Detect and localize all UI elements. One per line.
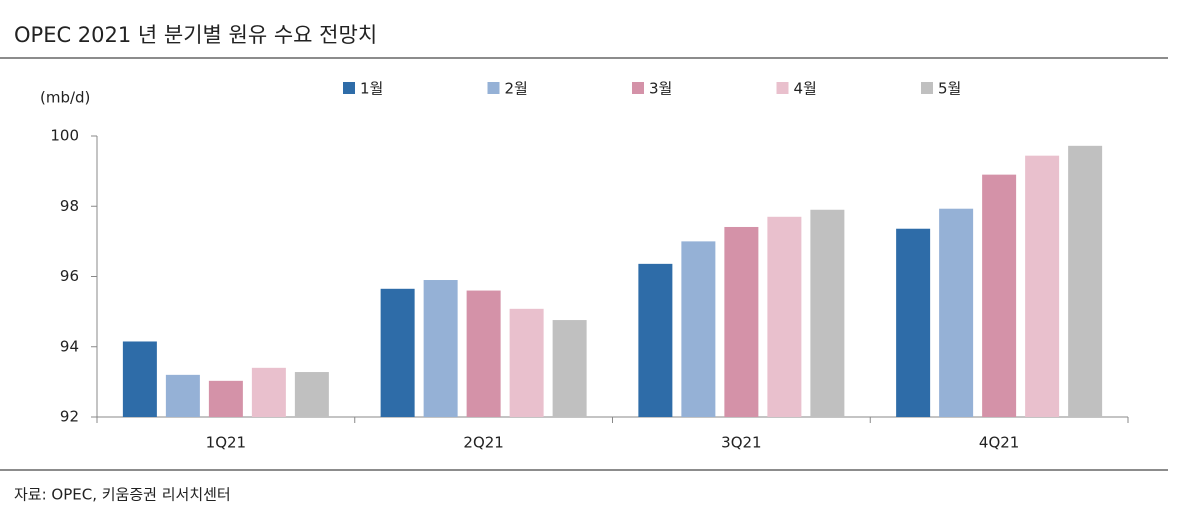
bar [251, 367, 286, 417]
bar [423, 280, 458, 417]
bar [509, 308, 544, 417]
x-tick-label: 2Q21 [463, 434, 503, 452]
y-tick-label: 100 [50, 127, 79, 145]
bar [122, 341, 157, 417]
bar [681, 241, 716, 417]
bar [380, 288, 415, 417]
legend-label: 3월 [649, 80, 672, 98]
legend-swatch [776, 82, 789, 94]
y-tick-label: 98 [60, 197, 79, 215]
bar [810, 209, 845, 417]
bar [638, 263, 673, 417]
legend-swatch [343, 82, 355, 94]
legend-label: 4월 [794, 80, 817, 98]
x-tick-label: 4Q21 [979, 434, 1019, 452]
legend-swatch [487, 82, 500, 94]
bar [165, 374, 200, 417]
y-tick-label: 92 [60, 408, 79, 426]
y-tick-label: 94 [60, 337, 79, 355]
legend-label: 5월 [938, 80, 961, 98]
legend-label: 2월 [505, 80, 528, 98]
bar [767, 216, 802, 417]
bar [294, 372, 329, 417]
y-tick-label: 96 [60, 267, 79, 285]
bar [1025, 155, 1060, 418]
x-tick-label: 3Q21 [721, 434, 761, 452]
bar [208, 380, 243, 417]
y-axis-label: (mb/d) [40, 89, 90, 107]
legend-swatch [632, 82, 644, 94]
bar [939, 208, 974, 417]
bar [1068, 145, 1103, 417]
bar [896, 228, 931, 417]
legend-label: 1월 [360, 80, 383, 98]
legend-swatch [921, 82, 933, 94]
bar [552, 320, 587, 417]
x-tick-label: 1Q21 [206, 434, 246, 452]
source: 자료: OPEC, 키움증권 리서치센터 [14, 486, 231, 504]
chart-title: OPEC 2021 년 분기별 원유 수요 전망치 [14, 23, 377, 47]
bar [466, 290, 501, 417]
bar [724, 226, 759, 417]
bar [982, 174, 1017, 417]
